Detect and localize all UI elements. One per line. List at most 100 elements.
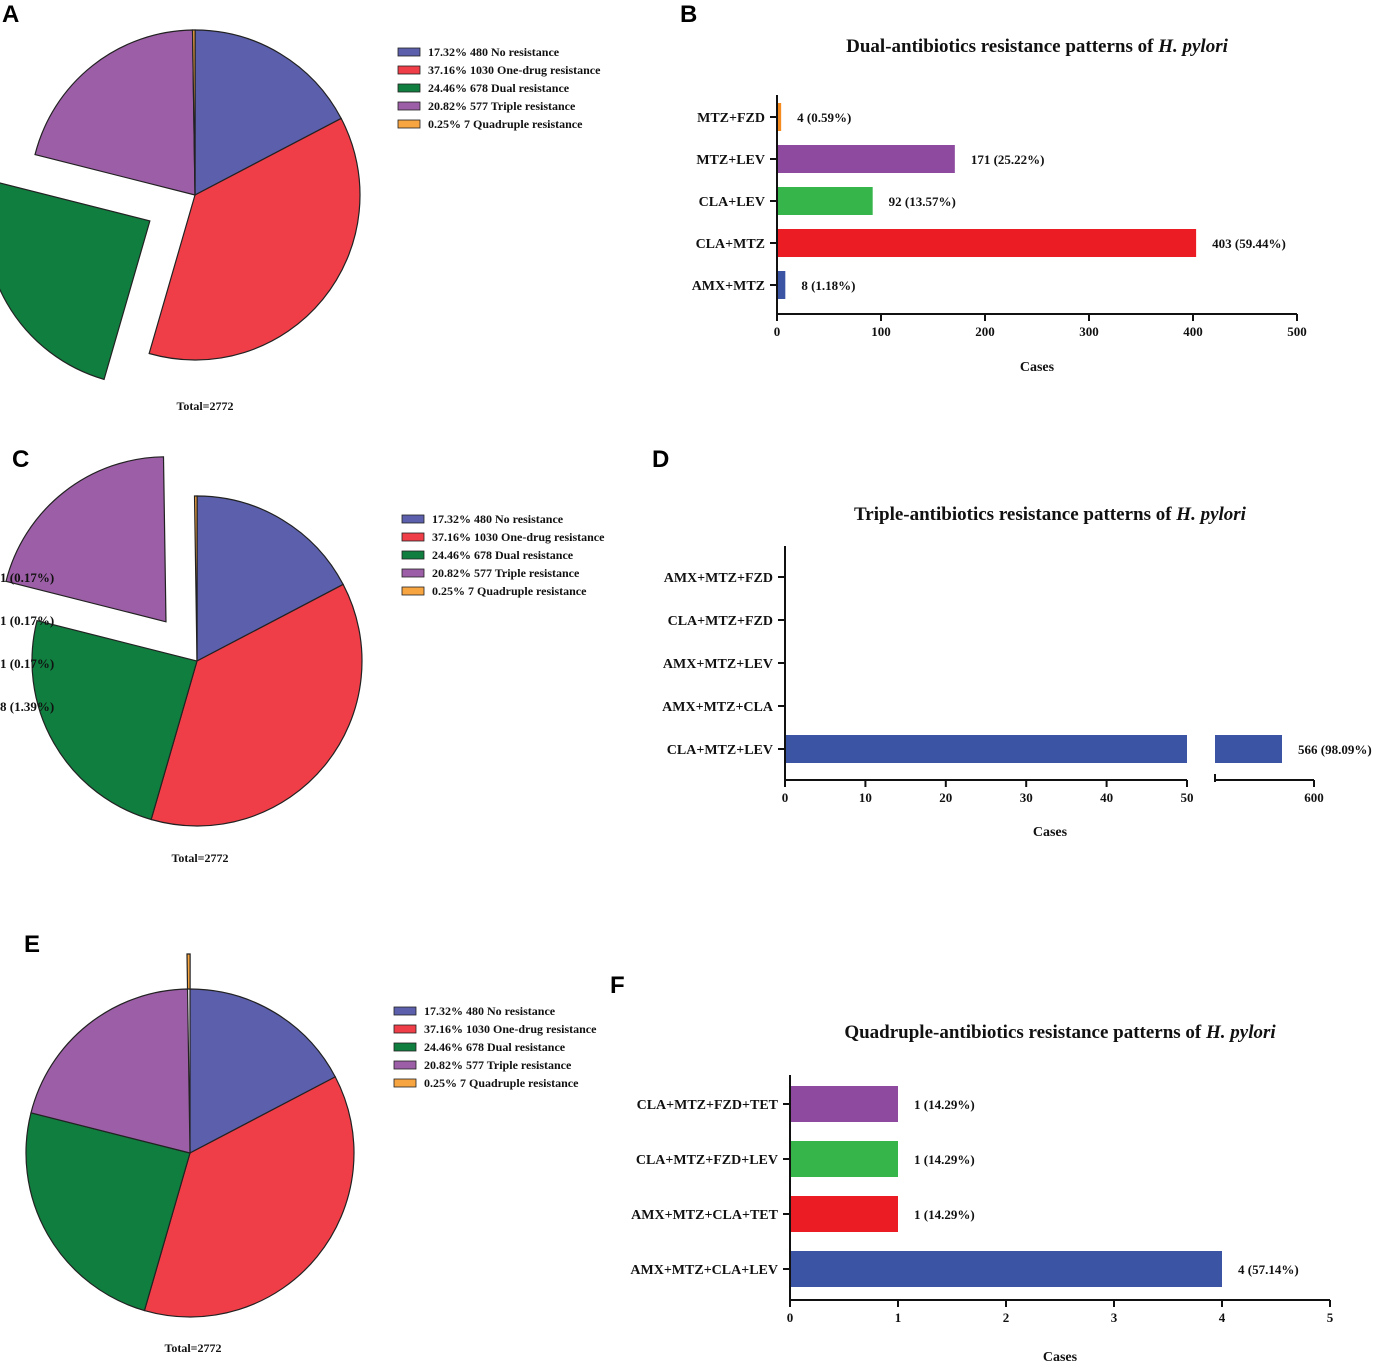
x-tick-label: 5 [1327, 1310, 1334, 1325]
legend-entry: 20.82% 577 Triple resistance [432, 566, 580, 580]
x-tick-label: 0 [782, 790, 789, 805]
x-tick-label: 100 [871, 324, 891, 339]
panel-letter-a: A [2, 1, 19, 28]
x-tick-label: 300 [1079, 324, 1099, 339]
legend-entry: 24.46% 678 Dual resistance [424, 1040, 566, 1054]
legend-swatch [401, 550, 425, 560]
bar-cla-lev [777, 187, 873, 215]
legend-swatch [401, 586, 425, 596]
panel-letter-e: E [24, 931, 40, 958]
x-tick-label: 40 [1100, 790, 1113, 805]
x-axis-title: Cases [1043, 1350, 1078, 1363]
legend-swatch [401, 568, 425, 578]
pie-slice-no-resistance [194, 29, 342, 196]
x-axis-title: Cases [1033, 825, 1068, 840]
legend-entry: 17.32% 480 No resistance [428, 45, 560, 59]
legend-swatch [397, 119, 421, 129]
bar-chart-d: Triple-antibiotics resistance patterns o… [0, 504, 1372, 840]
pie-total-label: Total=2772 [164, 1341, 221, 1355]
category-label-amx-mtz-cla-lev: AMX+MTZ+CLA+LEV [630, 1263, 778, 1278]
legend-swatch [393, 1078, 417, 1088]
category-label-amx-mtz: AMX+MTZ [692, 279, 765, 294]
legend-entry: 0.25% 7 Quadruple resistance [432, 584, 587, 598]
pie-slice-one-drug-resistance [150, 583, 363, 827]
data-label-cla-mtz-fzd-lev: 1 (14.29%) [914, 1152, 975, 1167]
legend-entry: 20.82% 577 Triple resistance [428, 99, 576, 113]
panel-letter-f: F [610, 972, 625, 999]
category-label-cla-mtz: CLA+MTZ [696, 237, 765, 252]
chart-title: Triple-antibiotics resistance patterns o… [854, 504, 1247, 525]
data-label-cla-mtz-fzd-tet: 1 (14.29%) [914, 1097, 975, 1112]
bar-cla-mtz-lev-continued [1215, 735, 1282, 763]
pie-chart-e: 17.32% 480 No resistance 37.16% 1030 One-… [25, 953, 597, 1355]
data-label-mtz-lev: 171 (25.22%) [971, 152, 1045, 167]
bar-chart-f: Quadruple-antibiotics resistance pattern… [630, 1022, 1334, 1365]
x-tick-label: 600 [1304, 790, 1324, 805]
bar-chart-b: Dual-antibiotics resistance patterns of … [692, 36, 1307, 375]
pie-slice-triple-resistance [30, 988, 191, 1154]
pie-slice-dual-resistance [31, 619, 198, 821]
chart-title: Dual-antibiotics resistance patterns of … [846, 36, 1228, 57]
bar-cla-mtz-lev [785, 735, 1187, 763]
category-label-mtz-lev: MTZ+LEV [696, 153, 765, 168]
chart-title-italic: H. pylori [1157, 36, 1228, 57]
chart-title: Quadruple-antibiotics resistance pattern… [844, 1022, 1276, 1043]
pie-slice-one-drug-resistance [143, 1076, 355, 1318]
pie-chart-a: 17.32% 480 No resistance 37.16% 1030 One-… [0, 29, 601, 413]
bar-amx-mtz [777, 271, 786, 299]
x-tick-label: 0 [787, 1310, 794, 1325]
pie-slice-triple-resistance [34, 29, 196, 196]
category-label-cla-mtz-fzd-tet: CLA+MTZ+FZD+TET [637, 1098, 779, 1113]
category-label-amx-mtz-cla-tet: AMX+MTZ+CLA+TET [631, 1208, 778, 1223]
legend-swatch [397, 65, 421, 75]
chart-title-main: Dual-antibiotics resistance patterns of [846, 36, 1154, 57]
category-label-cla-lev: CLA+LEV [699, 195, 765, 210]
pie-total-label: Total=2772 [171, 851, 228, 865]
legend-entry: 24.46% 678 Dual resistance [432, 548, 574, 562]
legend-swatch [393, 1006, 417, 1016]
chart-title-italic: H. pylori [1175, 504, 1246, 525]
data-label-cla-mtz: 403 (59.44%) [1212, 236, 1286, 251]
panel-letter-c: C [12, 446, 29, 473]
x-tick-label: 3 [1111, 1310, 1118, 1325]
category-label-amx-mtz-lev: AMX+MTZ+LEV [663, 657, 773, 672]
category-label-cla-mtz-fzd: CLA+MTZ+FZD [668, 614, 773, 629]
chart-title-italic: H. pylori [1205, 1022, 1276, 1043]
bar-mtz-lev [777, 145, 955, 173]
x-tick-label: 200 [975, 324, 995, 339]
data-label-cla-mtz-fzd: 1 (0.17%) [0, 613, 54, 628]
pie-slice-quadruple-resistance [186, 953, 191, 990]
data-label-amx-mtz-cla-tet: 1 (14.29%) [914, 1207, 975, 1222]
category-label-amx-mtz-cla: AMX+MTZ+CLA [662, 700, 774, 715]
data-label-cla-lev: 92 (13.57%) [889, 194, 956, 209]
x-tick-label: 10 [859, 790, 872, 805]
category-label-mtz-fzd: MTZ+FZD [697, 111, 765, 126]
legend-entry: 37.16% 1030 One-drug resistance [432, 530, 605, 544]
bar-cla-mtz-fzd-tet [790, 1086, 898, 1122]
pie-slice-dual-resistance [25, 1112, 191, 1312]
legend-entry: 0.25% 7 Quadruple resistance [428, 117, 583, 131]
legend-entry: 37.16% 1030 One-drug resistance [424, 1022, 597, 1036]
legend-swatch [397, 47, 421, 57]
legend-swatch [401, 514, 425, 524]
bar-amx-mtz-cla-lev [790, 1251, 1222, 1287]
legend-entry: 17.32% 480 No resistance [432, 512, 564, 526]
legend-swatch [393, 1060, 417, 1070]
panel-letter-b: B [680, 1, 697, 28]
panel-letter-d: D [652, 446, 669, 473]
bar-mtz-fzd [777, 103, 782, 131]
x-tick-label: 500 [1287, 324, 1307, 339]
legend-swatch [397, 83, 421, 93]
legend-swatch [397, 101, 421, 111]
data-label-amx-mtz-lev: 1 (0.17%) [0, 656, 54, 671]
legend-entry: 24.46% 678 Dual resistance [428, 81, 570, 95]
pie-slice-one-drug-resistance [148, 117, 361, 361]
pie-slice-dual-resistance [0, 182, 151, 381]
pie-slice-quadruple-resistance [191, 29, 196, 196]
category-label-cla-mtz-lev: CLA+MTZ+LEV [667, 743, 773, 758]
x-tick-label: 1 [895, 1310, 902, 1325]
data-label-amx-mtz-cla-lev: 4 (57.14%) [1238, 1262, 1299, 1277]
pie-total-label: Total=2772 [176, 399, 233, 413]
chart-title-main: Triple-antibiotics resistance patterns o… [854, 504, 1172, 525]
pie-slice-no-resistance [189, 988, 337, 1154]
